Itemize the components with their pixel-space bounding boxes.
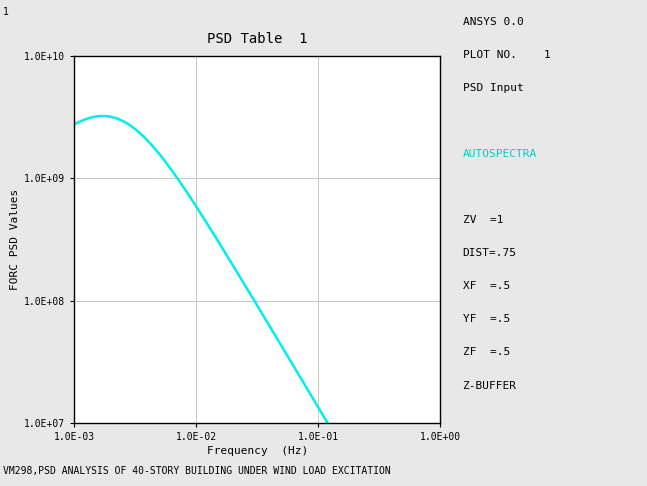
Text: XF  =.5: XF =.5 [463, 281, 510, 292]
Text: ZF  =.5: ZF =.5 [463, 347, 510, 358]
Text: ZV  =1: ZV =1 [463, 215, 503, 226]
Text: Z-BUFFER: Z-BUFFER [463, 381, 516, 391]
Text: DIST=.75: DIST=.75 [463, 248, 516, 259]
Y-axis label: FORC PSD Values: FORC PSD Values [10, 189, 20, 290]
Text: AUTOSPECTRA: AUTOSPECTRA [463, 149, 537, 159]
Text: ANSYS 0.0: ANSYS 0.0 [463, 17, 523, 27]
Text: VM298,PSD ANALYSIS OF 40-STORY BUILDING UNDER WIND LOAD EXCITATION: VM298,PSD ANALYSIS OF 40-STORY BUILDING … [3, 466, 391, 476]
Text: PLOT NO.    1: PLOT NO. 1 [463, 50, 551, 60]
Text: YF  =.5: YF =.5 [463, 314, 510, 325]
Text: 1: 1 [3, 7, 9, 17]
Text: PSD Input: PSD Input [463, 83, 523, 93]
X-axis label: Frequency  (Hz): Frequency (Hz) [206, 446, 308, 456]
Text: PSD Table  1: PSD Table 1 [207, 32, 307, 46]
